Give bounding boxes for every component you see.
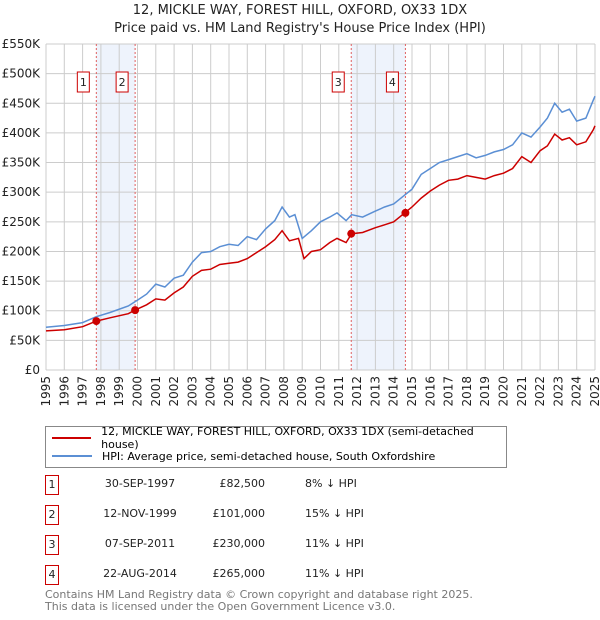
sale-marker: 1	[45, 475, 59, 495]
sale-row: 4 22-AUG-2014 £265,000 11% ↓ HPI	[45, 565, 405, 595]
y-tick-label: £550K	[2, 37, 42, 51]
sale-marker: 2	[45, 505, 59, 525]
x-tick-label: 2014	[387, 376, 401, 407]
x-tick-label: 2007	[259, 376, 273, 407]
legend-item-hpi: HPI: Average price, semi-detached house,…	[52, 448, 435, 464]
y-tick-label: £50K	[9, 333, 41, 347]
legend: 12, MICKLE WAY, FOREST HILL, OXFORD, OX3…	[45, 425, 507, 468]
legend-label: HPI: Average price, semi-detached house,…	[102, 449, 436, 463]
x-tick-label: 1995	[39, 376, 53, 407]
sale-date: 22-AUG-2014	[103, 567, 177, 580]
sale-price: £230,000	[212, 537, 266, 550]
chart-title: 12, MICKLE WAY, FOREST HILL, OXFORD, OX3…	[132, 3, 468, 18]
sale-label-box	[115, 71, 129, 93]
sale-marker: 3	[45, 535, 59, 555]
y-tick-label: £200K	[2, 244, 42, 258]
sale-hpi-diff: 11% ↓ HPI	[305, 567, 364, 580]
x-tick-label: 2000	[131, 376, 145, 407]
x-tick-label: 2009	[295, 376, 309, 407]
legend-item-property: 12, MICKLE WAY, FOREST HILL, OXFORD, OX3…	[52, 425, 506, 451]
x-tick-label: 1999	[112, 376, 126, 407]
sale-label: 2	[115, 71, 129, 93]
series-line	[45, 95, 596, 329]
x-tick-label: 1996	[57, 376, 71, 407]
sale-label-text: 1	[80, 76, 87, 89]
x-tick-label: 2003	[185, 376, 199, 407]
y-tick-label: £450K	[2, 96, 42, 110]
price-chart: £0 £50K £100K £150K £200K £250K £300K £350K £400…	[2, 37, 600, 407]
sale-label-box	[76, 71, 90, 93]
x-tick-label: 1998	[94, 376, 108, 407]
footer: Contains HM Land Registry data © Crown c…	[45, 589, 473, 613]
x-tick-label: 2012	[350, 376, 364, 407]
x-tick-label: 2005	[222, 376, 236, 407]
x-tick-label: 2004	[204, 376, 218, 407]
x-tick-label: 2024	[570, 376, 584, 407]
y-tick-label: £500K	[2, 67, 42, 81]
sale-row: 2 12-NOV-1999 £101,000 15% ↓ HPI	[45, 505, 405, 535]
footer-copyright: Contains HM Land Registry data © Crown c…	[45, 588, 473, 601]
sale-point	[347, 229, 356, 238]
x-tick-label: 2006	[240, 376, 254, 407]
sale-label-box	[385, 71, 399, 93]
sale-row: 1 30-SEP-1997 £82,500 8% ↓ HPI	[45, 475, 405, 505]
legend-swatch-red	[52, 437, 92, 439]
x-tick-label: 2017	[442, 376, 456, 407]
series-line	[45, 125, 596, 332]
y-tick-label: £100K	[2, 304, 42, 318]
sale-price: £265,000	[212, 567, 266, 580]
sale-label-text: 4	[389, 76, 396, 89]
y-tick-label: £0	[25, 363, 40, 377]
x-tick-label: 2008	[277, 376, 291, 407]
sale-marker: 4	[45, 565, 59, 585]
y-tick-label: £300K	[2, 185, 42, 199]
sale-label-text: 3	[335, 76, 342, 89]
x-tick-label: 2023	[551, 376, 565, 407]
x-tick-label: 2015	[405, 376, 419, 407]
sale-label-text: 2	[119, 76, 126, 89]
x-tick-label: 2018	[460, 376, 474, 407]
x-tick-label: 1997	[76, 376, 90, 407]
x-tick-label: 2010	[314, 376, 328, 407]
ownership-band	[351, 44, 406, 370]
footer-licence: This data is licensed under the Open Gov…	[45, 600, 396, 613]
sale-point	[131, 306, 140, 315]
sale-price: £82,500	[219, 477, 266, 490]
ownership-band	[96, 44, 136, 370]
sale-label-box	[331, 71, 345, 93]
x-tick-label: 2001	[149, 376, 163, 407]
legend-label: 12, MICKLE WAY, FOREST HILL, OXFORD, OX3…	[101, 425, 474, 451]
sale-date: 07-SEP-2011	[104, 537, 176, 550]
sale-label: 3	[331, 71, 345, 93]
sale-hpi-diff: 15% ↓ HPI	[305, 507, 364, 520]
x-tick-label: 2019	[478, 376, 492, 407]
sale-row: 3 07-SEP-2011 £230,000 11% ↓ HPI	[45, 535, 405, 565]
x-tick-label: 2013	[368, 376, 382, 407]
x-tick-label: 2022	[533, 376, 547, 407]
chart-subtitle: Price paid vs. HM Land Registry's House …	[114, 21, 486, 36]
sale-hpi-diff: 8% ↓ HPI	[305, 477, 357, 490]
y-tick-label: £150K	[2, 274, 42, 288]
x-tick-label: 2016	[423, 376, 437, 407]
x-tick-label: 2002	[167, 376, 181, 407]
y-tick-label: £250K	[2, 215, 42, 229]
x-tick-label: 2011	[332, 376, 346, 407]
sale-date: 12-NOV-1999	[103, 507, 177, 520]
x-tick-label: 2020	[497, 376, 511, 407]
sale-price: £101,000	[212, 507, 266, 520]
legend-swatch-blue	[52, 455, 92, 457]
sale-label: 1	[76, 71, 90, 93]
y-tick-label: £400K	[2, 126, 42, 140]
x-tick-label: 2025	[588, 376, 600, 407]
sale-label: 4	[385, 71, 399, 93]
sale-date: 30-SEP-1997	[104, 477, 176, 490]
sale-hpi-diff: 11% ↓ HPI	[305, 537, 364, 550]
x-tick-label: 2021	[515, 376, 529, 407]
sale-point	[401, 208, 410, 217]
y-tick-label: £350K	[2, 156, 42, 170]
sale-point	[92, 317, 101, 326]
